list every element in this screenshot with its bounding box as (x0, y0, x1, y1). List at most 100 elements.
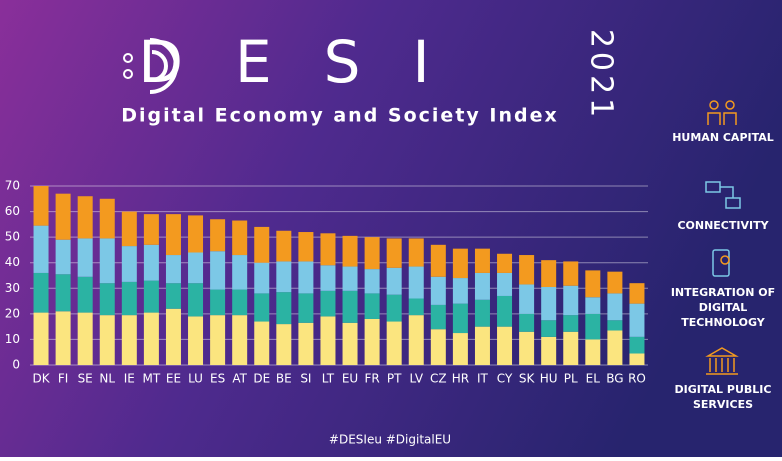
bar-segment (629, 303, 645, 337)
bar-segment (342, 290, 358, 323)
bar-segment (541, 287, 557, 321)
x-tick-label: SK (519, 372, 536, 386)
y-tick-label: 30 (5, 281, 20, 295)
bar-segment (77, 312, 93, 365)
bar-segment (541, 320, 557, 337)
bar-segment (210, 251, 226, 290)
bar-segment (519, 255, 535, 285)
bar-segment (607, 271, 623, 294)
bar-segment (607, 293, 623, 321)
x-tick-label: BG (606, 372, 623, 386)
bar-segment (77, 276, 93, 313)
bar-segment (541, 336, 557, 365)
bar-segment (33, 272, 49, 313)
bar-segment (408, 298, 424, 316)
legend-label: CONNECTIVITY (677, 219, 769, 232)
bar-segment (342, 322, 358, 365)
icon-public (705, 347, 739, 375)
bar-segment (121, 211, 137, 247)
x-tick-label: FR (364, 372, 379, 386)
bar-segment (408, 238, 424, 267)
bar-segment (320, 316, 336, 365)
bar-segment (276, 261, 292, 293)
bar-segment (188, 316, 204, 365)
bar-segment (33, 186, 49, 226)
bar-segment (55, 311, 71, 365)
year: 2021 (584, 29, 619, 121)
x-tick-label: LU (188, 372, 203, 386)
bar-segment (232, 289, 248, 316)
icon-connectivity (705, 181, 741, 209)
bar-segment (254, 226, 270, 263)
bar-segment (99, 238, 115, 284)
bar-segment (143, 280, 159, 313)
bar-segment (629, 336, 645, 354)
bar-segment (276, 230, 292, 262)
bar-segment (210, 289, 226, 316)
bar-segment (342, 235, 358, 267)
bar-segment (55, 274, 71, 312)
bar-segment (474, 299, 490, 327)
bar-segment (364, 318, 380, 365)
bar-segment (165, 255, 181, 284)
bar-segment (497, 272, 513, 296)
x-tick-label: PT (387, 372, 402, 386)
x-tick-label: DK (32, 372, 50, 386)
y-tick-label: 20 (5, 306, 20, 320)
y-tick-label: 10 (5, 332, 20, 346)
bar-segment (430, 329, 446, 365)
bar-segment (298, 232, 314, 262)
bar-segment (364, 237, 380, 270)
bar-segment (188, 283, 204, 317)
x-tick-label: EE (166, 372, 181, 386)
bar-segment (143, 214, 159, 245)
x-tick-label: PL (564, 372, 578, 386)
bar-segment (165, 214, 181, 256)
x-tick-label: ES (210, 372, 225, 386)
bar-segment (497, 326, 513, 365)
y-tick-label: 60 (5, 204, 20, 218)
x-tick-label: AT (232, 372, 247, 386)
bar-segment (254, 293, 270, 322)
bar-segment (99, 315, 115, 365)
bar-segment (474, 272, 490, 300)
bar-segment (563, 261, 579, 286)
x-tick-label: HU (540, 372, 558, 386)
bar-segment (254, 321, 270, 365)
bar-segment (607, 330, 623, 365)
bar-segment (386, 238, 402, 268)
bar-segment (232, 255, 248, 290)
bar-segment (519, 313, 535, 332)
bar-segment (563, 331, 579, 365)
bar-segment (298, 261, 314, 294)
bar-segment (210, 219, 226, 252)
bar-segment (430, 244, 446, 277)
x-tick-label: HR (452, 372, 469, 386)
bar-segment (276, 292, 292, 325)
x-tick-label: DE (253, 372, 270, 386)
bar-segment (585, 313, 601, 340)
x-tick-label: CZ (430, 372, 447, 386)
x-tick-label: RO (628, 372, 646, 386)
bar-segment (408, 266, 424, 299)
bar-segment (298, 322, 314, 365)
bar-segment (342, 266, 358, 291)
x-tick-label: EU (342, 372, 358, 386)
bar-segment (55, 239, 71, 275)
x-tick-label: IT (477, 372, 489, 386)
bar-segment (55, 193, 71, 240)
bar-segment (254, 262, 270, 294)
x-tick-label: FI (58, 372, 68, 386)
x-tick-label: BE (276, 372, 292, 386)
bar-segment (320, 290, 336, 317)
legend-label: DIGITAL PUBLIC SERVICES (674, 383, 772, 411)
bar-segment (474, 248, 490, 273)
bar-segment (99, 283, 115, 316)
bar-segment (121, 315, 137, 365)
x-tick-label: SI (300, 372, 311, 386)
bar-segment (320, 233, 336, 266)
footer: #DESIeu #DigitalEU (329, 433, 451, 447)
y-tick-label: 40 (5, 255, 20, 269)
bar-segment (585, 270, 601, 298)
